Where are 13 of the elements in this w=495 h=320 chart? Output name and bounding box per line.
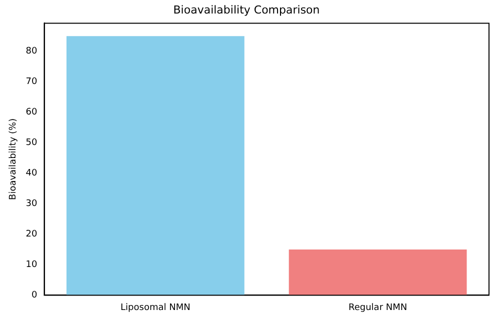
y-tick-label: 30 bbox=[26, 199, 38, 210]
y-tick-label: 60 bbox=[26, 108, 38, 118]
x-tick-label: Liposomal NMN bbox=[120, 302, 190, 313]
chart-title: Bioavailability Comparison bbox=[173, 3, 320, 16]
y-tick-label: 0 bbox=[32, 290, 38, 301]
y-tick-label: 10 bbox=[26, 260, 38, 270]
y-axis-title: Bioavailability (%) bbox=[8, 118, 19, 200]
y-tick-label: 70 bbox=[26, 77, 38, 88]
y-tick-label: 20 bbox=[26, 230, 38, 240]
x-tick-label: Regular NMN bbox=[348, 302, 408, 313]
y-tick-label: 40 bbox=[26, 168, 38, 179]
y-tick-label: 50 bbox=[26, 138, 38, 148]
y-tick-label: 80 bbox=[26, 46, 38, 57]
